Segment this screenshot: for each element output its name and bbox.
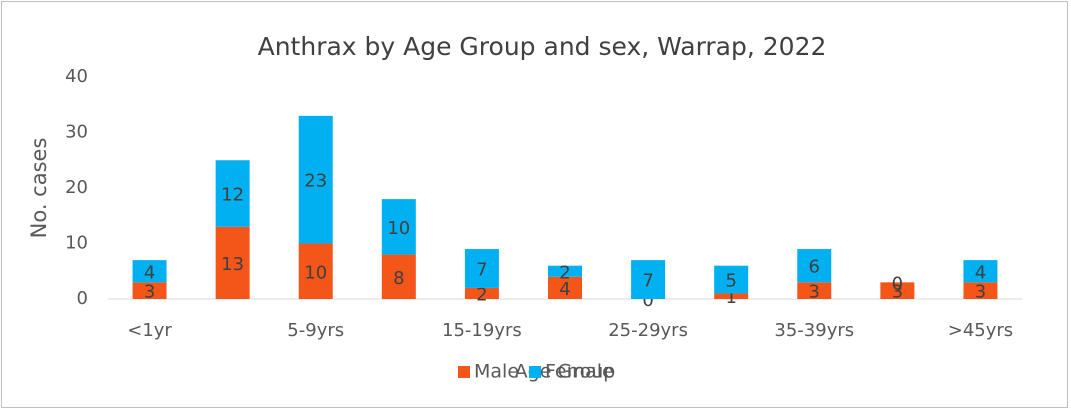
data-label: 3: [144, 282, 155, 303]
data-label: 7: [642, 271, 653, 292]
x-tick-label: <1yr: [127, 320, 172, 341]
bar-segment: [797, 282, 832, 299]
data-label: 2: [559, 262, 570, 283]
bar-segment: [215, 226, 250, 299]
legend-label: Female: [545, 361, 614, 383]
data-label: 3: [809, 282, 820, 303]
legend-swatch: [458, 366, 470, 378]
data-label: 0: [892, 273, 903, 294]
data-label: 4: [559, 279, 570, 300]
x-tick-label: >45yrs: [948, 320, 1013, 341]
data-label: 2: [476, 284, 487, 305]
bar-segment: [298, 115, 333, 244]
bar-segment: [464, 287, 499, 299]
bar-segment: [381, 254, 416, 299]
data-label: 10: [304, 262, 327, 283]
chart-title: Anthrax by Age Group and sex, Warrap, 20…: [258, 32, 827, 61]
bar-segment: [963, 260, 998, 283]
y-axis-title: No. cases: [27, 138, 51, 239]
bar-segment: [631, 260, 666, 299]
x-tick-label: 15-19yrs: [442, 320, 522, 341]
legend-label: Male: [474, 361, 519, 383]
x-tick-label: 25-29yrs: [608, 320, 688, 341]
bar-segment: [880, 282, 915, 299]
data-label: 10: [387, 218, 410, 239]
bar-segment: [298, 243, 333, 299]
data-label: 0: [642, 290, 653, 311]
legend-swatch: [529, 366, 542, 378]
bar-segment: [464, 249, 499, 288]
data-label: 3: [892, 282, 903, 303]
data-label: 4: [144, 262, 155, 283]
data-label: 5: [725, 271, 736, 292]
bar-segment: [215, 160, 250, 227]
data-label: 7: [476, 259, 487, 280]
bar-segment: [714, 293, 749, 299]
bar-segment: [132, 260, 167, 283]
y-tick-label: 0: [77, 288, 88, 309]
y-tick-label: 10: [65, 233, 88, 254]
data-label: 4: [975, 262, 986, 283]
bar-segment: [548, 276, 582, 299]
bar-segment: [963, 282, 998, 299]
x-tick-label: 35-39yrs: [774, 320, 854, 341]
bar-segment: [132, 282, 167, 299]
bar-segment: [797, 249, 832, 283]
x-tick-label: 5-9yrs: [287, 320, 344, 341]
y-tick-label: 20: [65, 177, 88, 198]
y-tick-label: 40: [65, 66, 88, 87]
bar-segment: [548, 265, 582, 277]
data-label: 6: [809, 257, 820, 278]
data-label: 23: [304, 171, 327, 192]
bar-segment: [381, 199, 416, 255]
y-tick-label: 30: [65, 122, 88, 143]
data-label: 3: [975, 282, 986, 303]
data-label: 1: [725, 287, 736, 308]
data-label: 12: [221, 185, 244, 206]
bar-segment: [714, 265, 749, 294]
data-label: 13: [221, 254, 244, 275]
data-label: 8: [393, 268, 404, 289]
